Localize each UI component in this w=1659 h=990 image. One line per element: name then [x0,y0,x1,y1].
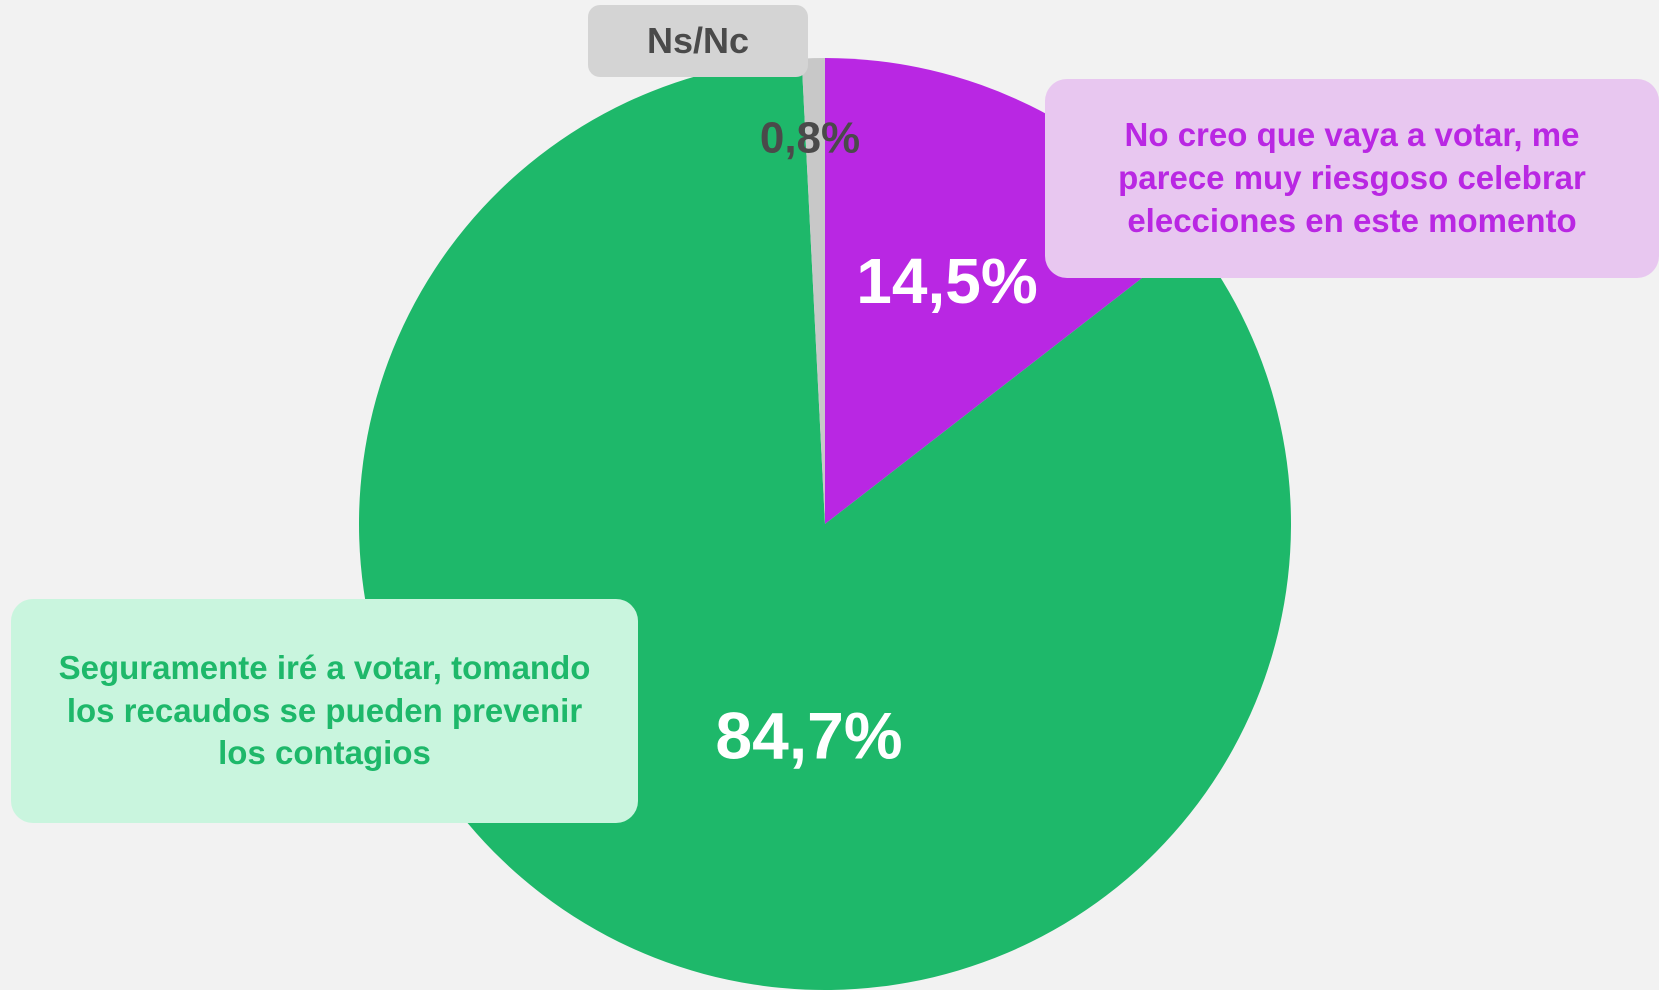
category-label: Ns/Nc [588,5,808,77]
data-label: 84,7% [715,698,902,772]
category-label: No creo que vaya a votar, me parece muy … [1045,79,1659,278]
data-label: 14,5% [856,245,1037,317]
category-label: Seguramente iré a votar, tomando los rec… [11,599,638,823]
data-label: 0,8% [760,114,860,163]
pie-slice [801,58,825,524]
